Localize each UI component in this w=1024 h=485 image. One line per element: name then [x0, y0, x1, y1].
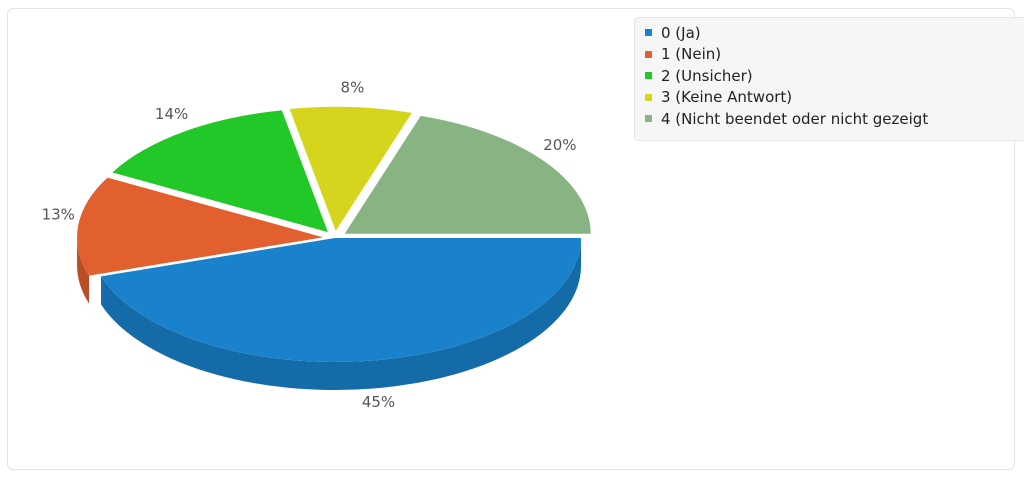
legend-swatch — [645, 115, 652, 123]
data-label: 45% — [362, 393, 395, 411]
legend-item: 0 (Ja) — [645, 22, 1024, 44]
legend-label: 1 (Nein) — [661, 45, 722, 64]
data-label: 20% — [543, 136, 576, 154]
legend-label: 0 (Ja) — [661, 23, 701, 42]
legend-swatch — [645, 72, 652, 80]
data-label: 13% — [42, 205, 75, 223]
slice — [112, 110, 328, 233]
slice — [344, 115, 591, 234]
slice — [77, 177, 324, 276]
legend-swatch — [645, 93, 652, 101]
slice-side — [77, 237, 90, 304]
data-label: 14% — [155, 105, 188, 123]
legend-item: 3 (Keine Antwort) — [645, 87, 1024, 109]
legend-item: 1 (Nein) — [645, 44, 1024, 66]
legend: 0 (Ja) 1 (Nein) 2 (Unsicher) 3 (Keine Antwo… — [634, 17, 1024, 141]
slice — [101, 238, 581, 362]
slice — [289, 106, 412, 231]
legend-swatch — [645, 50, 652, 58]
legend-label: 3 (Keine Antwort) — [661, 88, 793, 107]
chart-frame — [7, 8, 1015, 470]
legend-item: 2 (Unsicher) — [645, 65, 1024, 87]
legend-item: 4 (Nicht beendet oder nicht gezeigt — [645, 108, 1024, 130]
legend-label: 4 (Nicht beendet oder nicht gezeigt — [661, 109, 929, 128]
slice-side — [101, 238, 581, 390]
data-label: 8% — [341, 79, 365, 97]
legend-label: 2 (Unsicher) — [661, 66, 753, 85]
legend-swatch — [645, 29, 652, 37]
